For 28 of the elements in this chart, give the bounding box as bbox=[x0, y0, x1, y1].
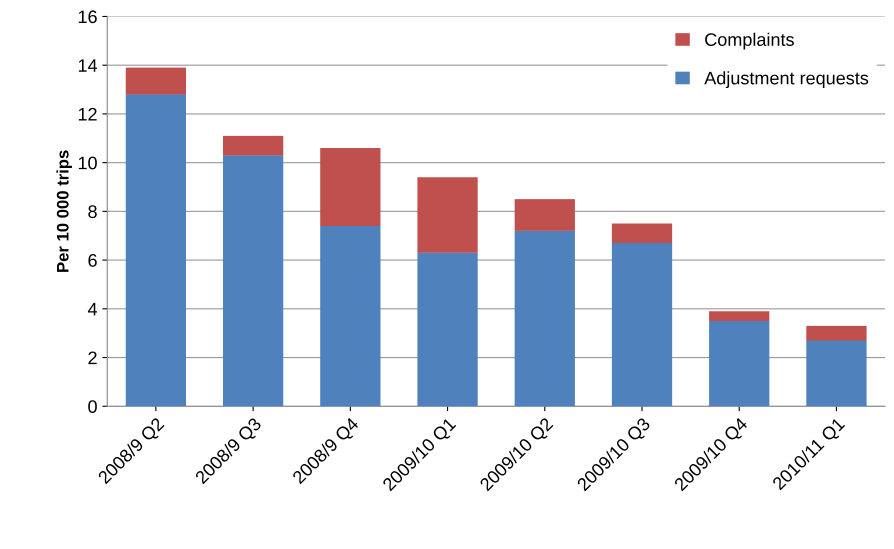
bar bbox=[126, 94, 186, 406]
y-tick-label: 8 bbox=[88, 205, 97, 218]
bar bbox=[320, 226, 380, 406]
y-tick-label: 10 bbox=[78, 156, 97, 170]
bar bbox=[806, 340, 867, 406]
y-tick-label: 12 bbox=[78, 108, 97, 120]
bar bbox=[417, 252, 478, 406]
legend-label: Adjustment requests bbox=[704, 71, 868, 88]
y-tick-label: 2 bbox=[88, 351, 97, 364]
bar bbox=[417, 177, 478, 253]
legend-label: Complaints bbox=[705, 32, 794, 50]
y-axis-title: Per 10 000 trips bbox=[56, 150, 72, 272]
bar bbox=[709, 311, 770, 321]
bar bbox=[612, 224, 672, 244]
y-tick-label: 0 bbox=[88, 400, 97, 413]
bar bbox=[320, 148, 380, 226]
y-tick-label: 14 bbox=[78, 59, 98, 72]
bar bbox=[514, 230, 575, 406]
bar bbox=[222, 155, 284, 406]
y-tick-label: 6 bbox=[88, 254, 97, 267]
bar bbox=[612, 243, 672, 406]
bar bbox=[222, 136, 284, 156]
bar bbox=[126, 68, 186, 94]
bar bbox=[709, 320, 770, 406]
y-tick-label: 16 bbox=[78, 10, 97, 24]
bar bbox=[514, 199, 575, 231]
bar bbox=[806, 326, 867, 340]
y-tick-label: 4 bbox=[88, 302, 98, 316]
